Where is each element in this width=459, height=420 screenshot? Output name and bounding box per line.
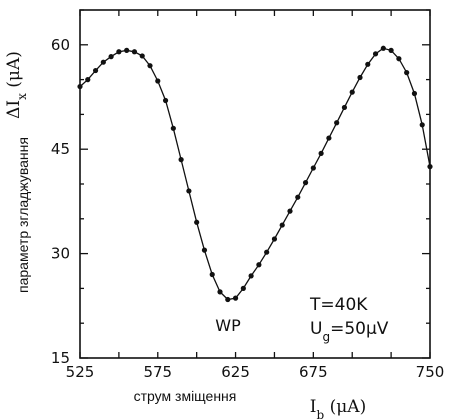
data-point	[326, 135, 332, 141]
wp-annotation: WP	[215, 316, 241, 335]
x-tick-label: 575	[143, 363, 172, 381]
data-point	[124, 47, 130, 53]
ticks	[79, 9, 431, 359]
y-tick-label: 15	[51, 349, 70, 367]
x-tick-label: 675	[299, 363, 328, 381]
y-axis-label: ΔIx (μA)	[4, 51, 29, 119]
x-axis-label-ua: струм зміщення	[134, 388, 237, 404]
x-tick-label: 525	[66, 363, 95, 381]
data-point	[186, 188, 192, 194]
y-tick-label: 45	[51, 140, 70, 158]
data-point	[271, 236, 278, 242]
data-point	[318, 150, 324, 156]
data-point	[256, 262, 262, 268]
data-point	[108, 54, 114, 60]
data-point	[131, 49, 138, 55]
data-point	[287, 208, 293, 214]
data-point	[380, 45, 386, 51]
points-layer	[77, 45, 433, 303]
axes	[79, 9, 431, 359]
data-point	[139, 53, 145, 59]
gate-voltage-annotation: Ug=50μV	[310, 319, 389, 344]
data-point	[209, 271, 215, 278]
data-point	[279, 222, 285, 228]
data-point	[248, 273, 254, 279]
data-point	[396, 56, 402, 62]
data-point	[92, 67, 99, 74]
temperature-annotation: T=40K	[309, 295, 368, 315]
y-tick-label: 60	[51, 36, 70, 54]
data-point	[155, 78, 161, 84]
data-point	[170, 125, 176, 131]
data-point	[404, 70, 410, 76]
data-point	[411, 90, 418, 97]
tick-labels: 525 575 625 675 750 15 30 45 60	[51, 36, 444, 381]
data-point	[341, 104, 348, 111]
data-point	[77, 83, 83, 90]
x-tick-label: 750	[416, 363, 445, 381]
data-point	[232, 295, 239, 301]
y-axis-label-ua: параметр згладжування	[15, 137, 31, 293]
data-point	[201, 247, 208, 253]
data-point	[365, 61, 371, 67]
x-axis-label: Ib (μA)	[310, 397, 366, 420]
data-point	[264, 249, 270, 255]
data-point	[349, 89, 355, 95]
data-point	[310, 165, 316, 171]
data-point	[225, 296, 231, 303]
data-point	[240, 285, 246, 291]
data-point	[334, 120, 340, 126]
data-point	[427, 164, 433, 170]
data-point	[147, 63, 153, 69]
data-point	[116, 49, 122, 55]
y-tick-label: 30	[51, 245, 70, 263]
data-point	[357, 74, 363, 81]
data-point	[388, 47, 394, 53]
series-layer	[79, 47, 431, 301]
data-point	[194, 219, 200, 225]
plot-frame	[79, 9, 431, 359]
data-point	[178, 157, 184, 163]
x-tick-label: 625	[221, 363, 250, 381]
data-point	[100, 59, 106, 65]
data-point	[295, 194, 301, 200]
data-point	[302, 180, 309, 186]
data-point	[217, 289, 223, 295]
series-line	[79, 47, 431, 301]
data-point	[85, 77, 91, 83]
data-point	[419, 122, 425, 128]
data-point	[162, 97, 169, 104]
data-point	[372, 51, 379, 57]
